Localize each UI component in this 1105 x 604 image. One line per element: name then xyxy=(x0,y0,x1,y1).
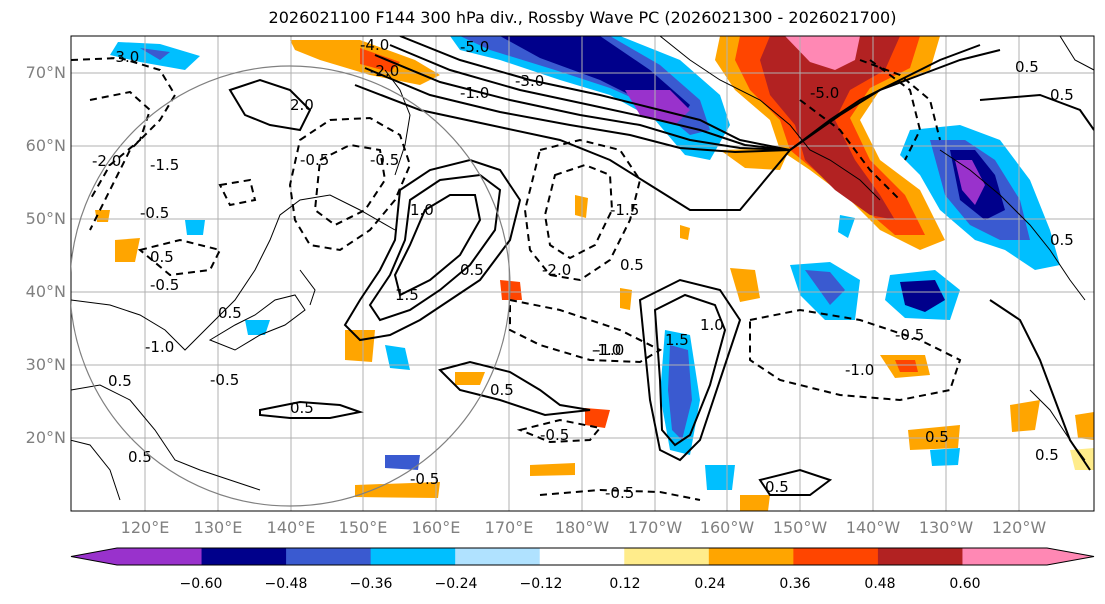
lat-label: 40°N xyxy=(25,282,66,301)
contour-label: 2.0 xyxy=(290,96,314,114)
colorbar-swatch xyxy=(793,548,879,565)
contour-label: -5.0 xyxy=(810,84,839,102)
contour-label: -0.5 xyxy=(140,204,169,222)
lon-label: 120°W xyxy=(991,518,1047,537)
colorbar-swatch xyxy=(624,548,710,565)
contour-label: 1.0 xyxy=(700,316,724,334)
contour-label: -0.5 xyxy=(210,371,239,389)
colorbar-tick-label: 0.24 xyxy=(694,576,726,592)
lat-label: 70°N xyxy=(25,63,66,82)
lat-label: 50°N xyxy=(25,209,66,228)
contour-label: -1.0 xyxy=(845,361,874,379)
contour-label: 0.5 xyxy=(490,381,514,399)
contour-label: -0.5 xyxy=(150,276,179,294)
contour-label: -0.5 xyxy=(895,326,924,344)
map-frame xyxy=(70,35,1095,512)
colorbar-swatch xyxy=(117,548,203,565)
lon-label: 170°W xyxy=(627,518,683,537)
contour-label: -4.0 xyxy=(360,36,389,54)
contour-label: 0.5 xyxy=(620,256,644,274)
lat-label: 30°N xyxy=(25,355,66,374)
contour-label: -2.0 xyxy=(370,62,399,80)
colorbar-tick-label: 0.36 xyxy=(779,576,811,592)
contour-label: 0.5 xyxy=(108,372,132,390)
colorbar-swatch xyxy=(370,548,456,565)
contour-label: 0.5 xyxy=(925,428,949,446)
contour-label: -2.0 xyxy=(542,261,571,279)
contour-label: -0.5 xyxy=(300,151,329,169)
divergence-shading xyxy=(95,36,1094,511)
colorbar-tick-label: −0.48 xyxy=(264,576,308,592)
contour-label: -1.5 xyxy=(150,156,179,174)
contour-label: -0.5 xyxy=(410,470,439,488)
contour-label: -1.0 xyxy=(460,84,489,102)
contour-label: 0.5 xyxy=(150,248,174,266)
colorbar-swatch xyxy=(708,548,794,565)
contour-label: -1.0 xyxy=(595,341,624,359)
lon-label: 170°E xyxy=(484,518,534,537)
colorbar-tick-label: 0.48 xyxy=(864,576,896,592)
contour-label: -0.5 xyxy=(370,151,399,169)
colorbar-swatch xyxy=(455,548,541,565)
colorbar-swatch xyxy=(201,548,287,565)
contour-label: 1.5 xyxy=(395,286,419,304)
contour-label: -0.5 xyxy=(540,426,569,444)
colorbar-swatch xyxy=(962,548,1048,565)
contour-label: 1.0 xyxy=(410,201,434,219)
graticule xyxy=(71,36,1094,511)
colorbar-swatch xyxy=(286,548,372,565)
contour-label: 0.5 xyxy=(1015,58,1039,76)
lon-label: 120°E xyxy=(120,518,170,537)
contour-label: -3.0 xyxy=(515,72,544,90)
contour-label: 0.5 xyxy=(290,399,314,417)
colorbar-tick-label: −0.60 xyxy=(179,576,223,592)
lon-label: 160°E xyxy=(411,518,461,537)
lat-label: 20°N xyxy=(25,428,66,447)
colorbar-swatch xyxy=(877,548,963,565)
colorbar-extend-max xyxy=(1047,548,1094,565)
lon-label: 180°W xyxy=(554,518,610,537)
contour-label: -0.5 xyxy=(605,484,634,502)
ring-overlay xyxy=(71,65,511,507)
colorbar-swatch xyxy=(539,548,625,565)
contour-label: -1.5 xyxy=(610,201,639,219)
colorbar xyxy=(70,547,1095,566)
contour-label: 0.5 xyxy=(765,478,789,496)
colorbar-tick-label: 0.12 xyxy=(609,576,641,592)
contour-label: 0.5 xyxy=(128,448,152,466)
contour-label: 0.5 xyxy=(1035,446,1059,464)
colorbar-outline xyxy=(70,547,1095,566)
contour-label: -3.0 xyxy=(110,48,139,66)
contour-label: 0.5 xyxy=(1050,86,1074,104)
negative-contours xyxy=(71,56,962,501)
contour-label: 0.5 xyxy=(218,304,242,322)
colorbar-tick-label: 0.60 xyxy=(949,576,981,592)
contour-label: -5.0 xyxy=(460,38,489,56)
contour-label: -1.0 xyxy=(145,338,174,356)
contour-label: -1.0 xyxy=(592,341,621,359)
lon-label: 140°E xyxy=(266,518,316,537)
colorbar-tick-label: −0.12 xyxy=(519,576,563,592)
chart-title: 2026021100 F144 300 hPa div., Rossby Wav… xyxy=(268,8,897,27)
lon-label: 160°W xyxy=(699,518,755,537)
contours xyxy=(228,36,1094,496)
lon-label: 150°W xyxy=(772,518,828,537)
contour-label-group: -5.0 -3.0 -1.0 -4.0 -2.0 -3.0 -2.0 -1.5 … xyxy=(92,36,1074,502)
colorbar-tick-label: −0.24 xyxy=(434,576,478,592)
contour-label: 0.5 xyxy=(1050,231,1074,249)
contour-label: 1.5 xyxy=(665,331,689,349)
lon-label: 130°E xyxy=(193,518,243,537)
contour-label: -2.0 xyxy=(92,152,121,170)
lon-label: 150°E xyxy=(338,518,388,537)
colorbar-tick-label: −0.36 xyxy=(349,576,393,592)
contour-label: 0.5 xyxy=(460,261,484,279)
lat-label: 60°N xyxy=(25,136,66,155)
colorbar-extend-min xyxy=(71,548,117,565)
lon-label: 130°W xyxy=(918,518,974,537)
lon-label: 140°W xyxy=(845,518,901,537)
